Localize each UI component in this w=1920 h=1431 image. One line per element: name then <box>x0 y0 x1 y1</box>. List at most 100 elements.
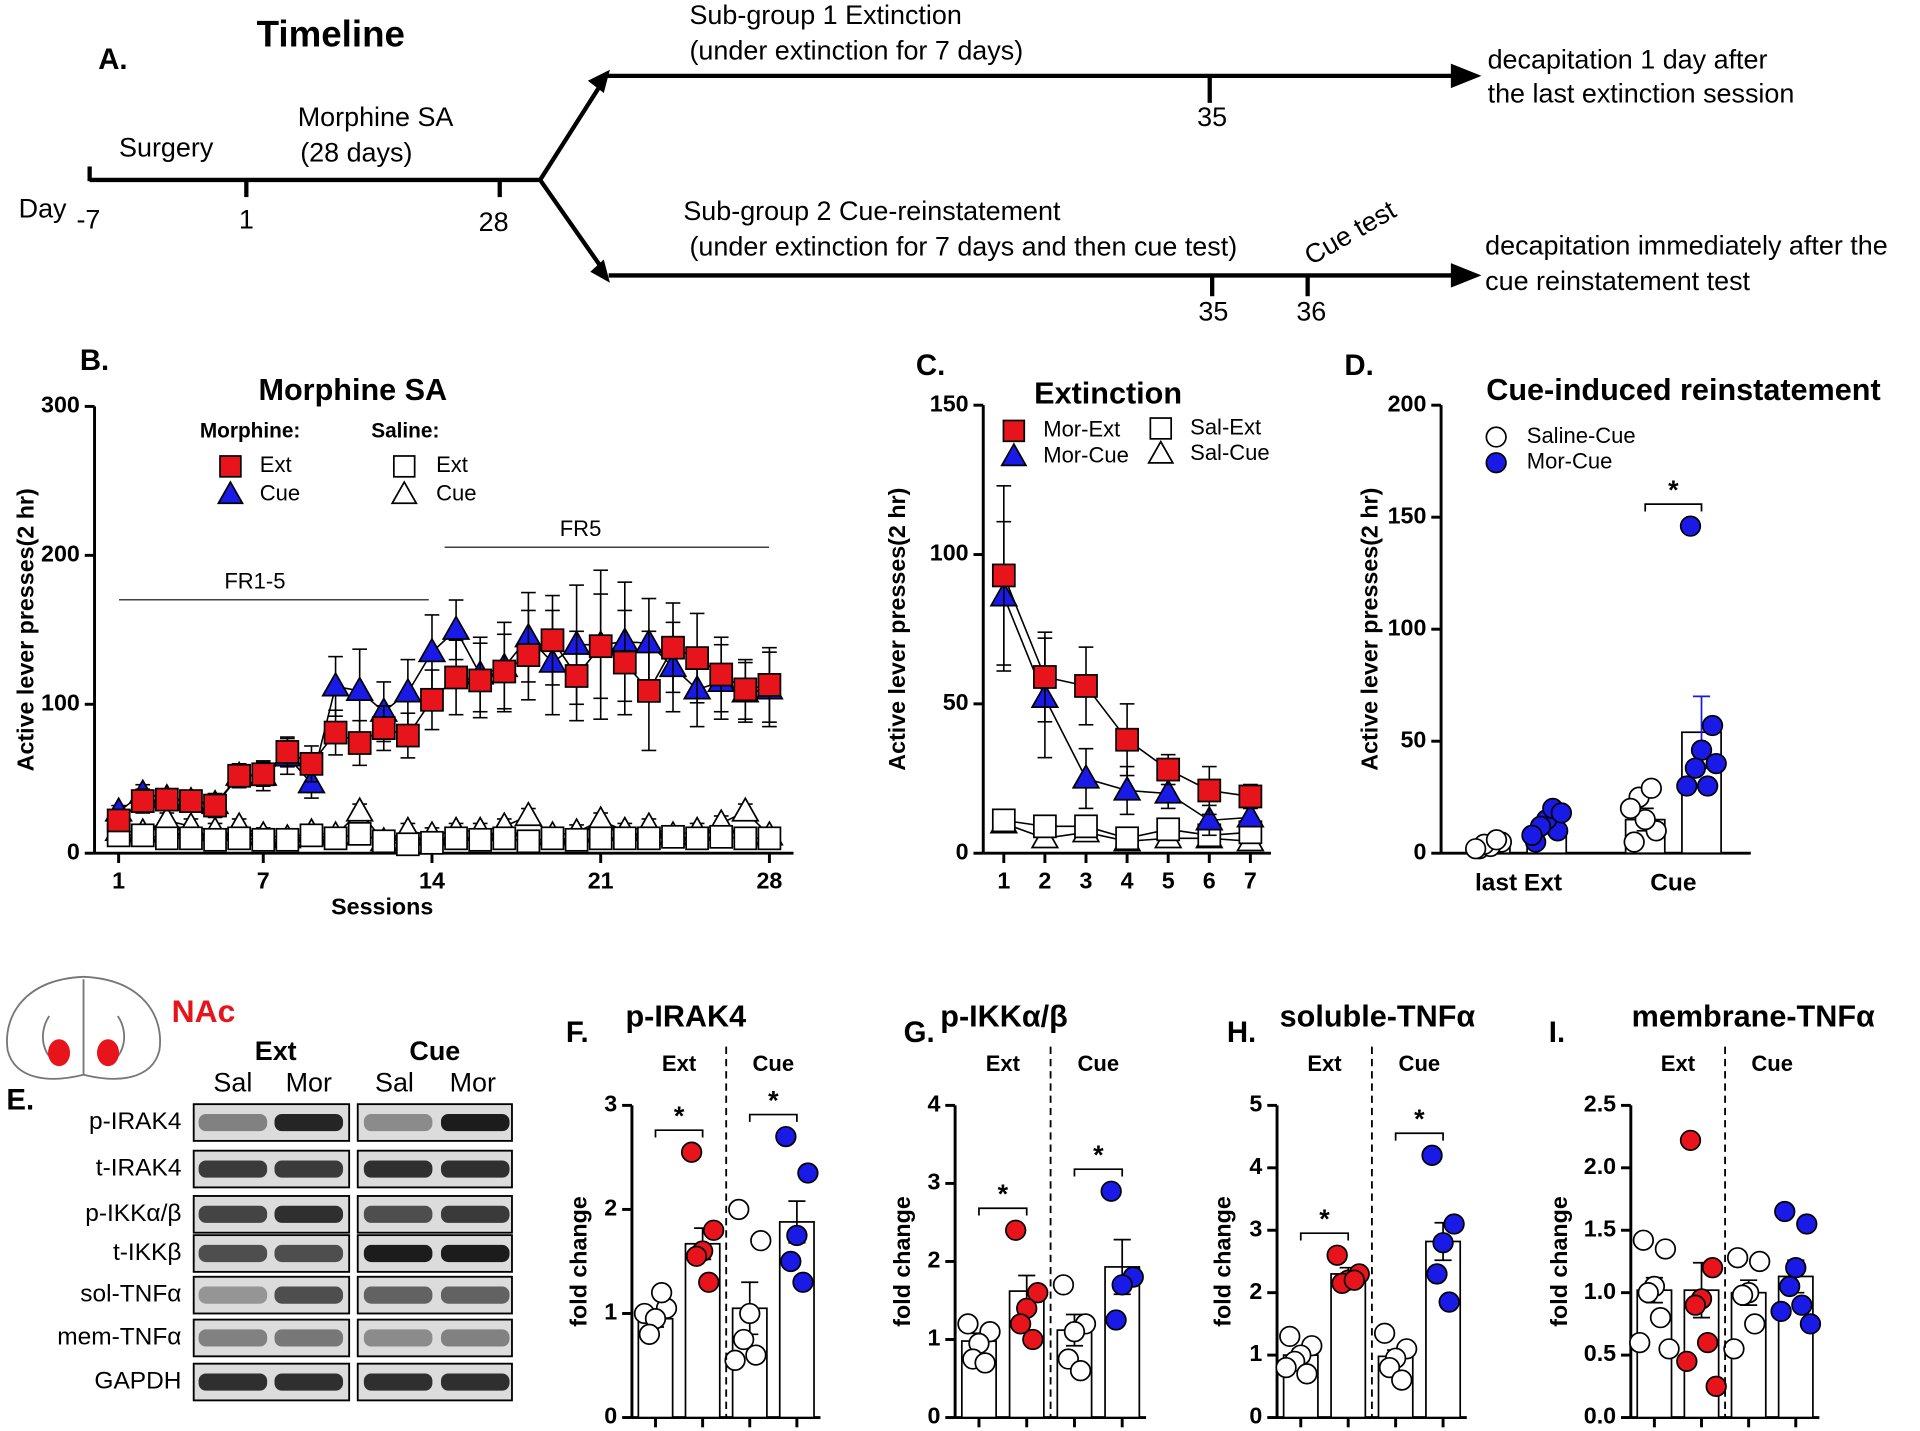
data-point <box>1799 1313 1822 1335</box>
blot: p-IRAK4 t-IRAK4 p-IKKα/β t-IKKβ sol-TNFα mem-… <box>57 1103 513 1402</box>
blot-band <box>198 1113 268 1132</box>
y-tick-label: 0 <box>1249 1403 1262 1429</box>
arrowhead <box>590 259 610 283</box>
blot-band <box>440 1160 510 1178</box>
significance-label: * <box>998 1179 1009 1209</box>
y-tick-label: 3 <box>604 1091 617 1117</box>
data-point <box>1623 831 1645 853</box>
data-point <box>698 1271 720 1293</box>
x-tick-label: 4 <box>1121 868 1134 894</box>
branch-title: Sub-group 2 Cue-reinstatement <box>683 196 1061 226</box>
data-point <box>1326 1244 1348 1266</box>
group-label: Cue <box>1078 1051 1120 1076</box>
data-point <box>1391 1369 1413 1391</box>
data-point <box>650 1282 673 1304</box>
chart-title: p-IKKα/β <box>940 1000 1068 1034</box>
data-point <box>275 827 300 852</box>
data-point <box>1156 757 1181 782</box>
data-point <box>347 821 372 846</box>
data-point <box>106 808 131 833</box>
data-point <box>757 673 782 697</box>
significance-label: * <box>1093 1140 1104 1170</box>
data-point <box>1723 1338 1745 1360</box>
panel-label: F. <box>566 1016 589 1049</box>
phase: Surgery <box>119 132 214 162</box>
data-point <box>444 826 468 851</box>
data-point <box>154 826 179 851</box>
branch-subtitle: (under extinction for 7 days and then cu… <box>689 232 1237 262</box>
data-point <box>745 1344 767 1366</box>
y-tick-label: 1.5 <box>1584 1215 1616 1241</box>
data-point <box>792 1271 814 1293</box>
data-point <box>345 796 374 822</box>
x-tick-label: 7 <box>1244 868 1257 894</box>
data-point <box>1726 1247 1749 1269</box>
data-point <box>1654 1238 1677 1260</box>
data-point <box>1197 778 1222 803</box>
data-point <box>685 646 709 670</box>
data-point <box>1426 1263 1448 1285</box>
y-tick-label: 100 <box>930 540 969 566</box>
arrowheads <box>587 63 1482 288</box>
legend-label: Mor-Cue <box>1527 449 1613 474</box>
data-point <box>1115 826 1139 851</box>
blot-band <box>440 1329 510 1347</box>
data-point <box>251 762 276 787</box>
legend-marker <box>1147 439 1175 464</box>
data-point <box>321 671 350 697</box>
data-point <box>991 808 1016 833</box>
data-point <box>1443 1213 1465 1235</box>
data-point <box>420 830 444 855</box>
legend-label: Sal-Cue <box>1190 440 1270 465</box>
blot-band <box>440 1286 510 1304</box>
brain-sketch <box>6 975 161 1080</box>
series-line <box>118 833 770 846</box>
panel-label: D. <box>1344 349 1373 382</box>
phase: Morphine SA <box>298 102 454 132</box>
data-point <box>739 1302 761 1325</box>
legend-label: Cue <box>436 480 476 505</box>
data-point <box>1701 1257 1724 1279</box>
y-tick-label: 0 <box>1413 838 1426 864</box>
data-point <box>728 1198 750 1221</box>
data-point <box>492 659 517 684</box>
panel-label: C. <box>916 349 945 382</box>
annotation: FR5 <box>560 516 602 541</box>
data-point <box>709 824 734 849</box>
data-point <box>516 829 541 854</box>
data-point <box>1676 775 1698 797</box>
data-point <box>417 637 447 663</box>
y-tick-label: 0 <box>956 838 969 864</box>
data-point <box>540 628 565 653</box>
data-point <box>1550 802 1573 824</box>
bar <box>1330 1273 1367 1419</box>
data-point <box>1105 1309 1127 1331</box>
data-point <box>638 1323 661 1345</box>
blot-band <box>274 1160 344 1178</box>
data-point <box>685 826 709 851</box>
panel-label: G. <box>904 1016 935 1049</box>
nac-region <box>48 1039 71 1067</box>
data-point <box>1634 808 1656 831</box>
data-point <box>1676 1350 1698 1372</box>
blot-band <box>274 1286 344 1304</box>
data-point <box>1796 1213 1818 1235</box>
blot-box <box>356 1318 513 1358</box>
y-tick-label: 150 <box>930 390 969 416</box>
blot-band <box>363 1329 433 1347</box>
blot-band <box>363 1373 433 1391</box>
data-point <box>732 1328 755 1351</box>
y-tick-label: 5 <box>1249 1091 1262 1117</box>
timeline-title: Timeline <box>257 13 405 54</box>
data-point <box>1156 817 1181 842</box>
data-point <box>974 1352 996 1374</box>
y-tick-label: 100 <box>41 689 80 715</box>
data-point <box>1640 777 1662 799</box>
data-point <box>468 668 493 693</box>
y-axis-label: fold change <box>566 1196 592 1327</box>
x-tick-label: last Ext <box>1475 869 1562 896</box>
data-point <box>396 723 420 748</box>
data-point <box>1069 1360 1092 1382</box>
data-point <box>1705 752 1727 775</box>
